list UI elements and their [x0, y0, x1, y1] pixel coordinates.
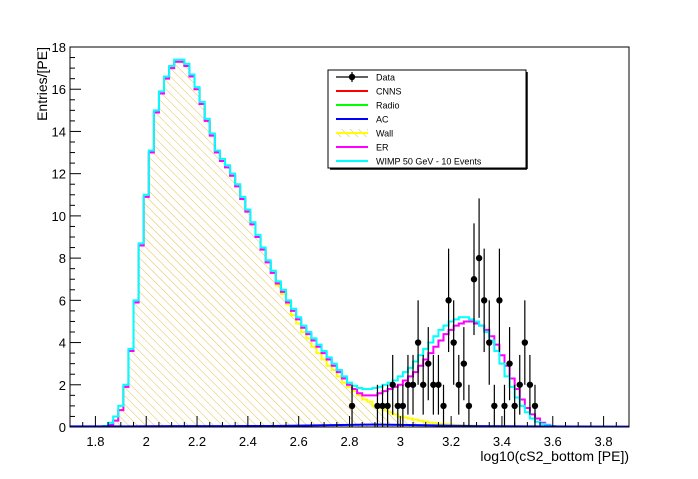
data-point	[460, 327, 468, 401]
x-tick-label: 2.6	[290, 434, 308, 449]
legend-label: WIMP 50 GeV - 10 Events	[376, 157, 482, 167]
legend: Data CNNS Radio AC Wall ER WIMP 50 GeV - 10 Ev…	[327, 69, 528, 170]
data-point	[435, 354, 442, 415]
y-tick-label: 16	[52, 82, 66, 97]
x-tick-label: 3.4	[493, 434, 511, 449]
data-point	[348, 384, 356, 427]
x-axis-label: log10(cS2_bottom [PE])	[480, 448, 629, 464]
legend-label: Data	[376, 73, 395, 83]
data-point	[486, 300, 493, 385]
y-tick-label: 6	[59, 293, 66, 308]
legend-label: AC	[376, 115, 389, 125]
legend-entry-wall: Wall	[336, 129, 393, 139]
data-point	[531, 384, 539, 427]
y-tick-label: 18	[52, 40, 66, 55]
x-tick-label: 2	[143, 434, 150, 449]
legend-entry-radio: Radio	[336, 101, 400, 111]
data-point	[506, 327, 513, 401]
legend-entry-ac: AC	[336, 115, 389, 125]
data-point	[404, 354, 412, 415]
data-point	[526, 354, 534, 415]
data-point	[465, 384, 473, 427]
legend-label: CNNS	[376, 87, 402, 97]
legend-label: ER	[376, 143, 389, 153]
y-axis-label: Entries/[PE]	[34, 47, 50, 121]
y-tick-label: 14	[52, 124, 66, 139]
x-tick-label: 3	[397, 434, 404, 449]
y-tick-label: 0	[59, 420, 66, 435]
y-tick-label: 12	[52, 167, 66, 182]
legend-entry-wimp-50-gev-10-events: WIMP 50 GeV - 10 Events	[336, 157, 482, 167]
data-point	[430, 354, 437, 415]
data-point	[414, 300, 422, 385]
x-tick-label: 3.6	[544, 434, 562, 449]
y-tick-label: 4	[59, 336, 66, 351]
data-point	[409, 354, 417, 415]
data-point	[501, 384, 508, 427]
y-tick-label: 10	[52, 209, 66, 224]
legend-label: Radio	[376, 101, 400, 111]
y-tick-label: 2	[59, 378, 66, 393]
data-point	[491, 384, 498, 427]
data-point	[399, 384, 407, 427]
x-tick-label: 3.2	[442, 434, 460, 449]
data-point	[440, 384, 447, 427]
data-point	[516, 354, 523, 415]
legend-entry-cnns: CNNS	[336, 87, 402, 97]
data-point	[496, 248, 503, 353]
data-point	[445, 248, 452, 353]
data-point	[480, 248, 488, 353]
data-point	[394, 384, 401, 427]
data-point	[450, 300, 457, 385]
data-point	[379, 384, 386, 427]
data-point	[425, 327, 432, 401]
data-point	[475, 198, 483, 318]
legend-label: Wall	[376, 129, 393, 139]
data-point	[389, 354, 396, 415]
x-tick-label: 2.4	[239, 434, 257, 449]
data-point	[521, 300, 529, 385]
x-tick-label: 2.8	[340, 434, 358, 449]
x-tick-label: 1.8	[86, 434, 104, 449]
legend-entry-data: Data	[336, 72, 395, 83]
data-point	[470, 223, 478, 336]
x-tick-label: 2.2	[188, 434, 206, 449]
data-point	[455, 354, 462, 415]
data-point	[511, 384, 518, 427]
data-point	[384, 384, 391, 427]
legend-entry-er: ER	[336, 143, 389, 153]
data-point	[419, 354, 427, 415]
series-wimp-50-gev-10-events	[102, 58, 576, 427]
data-point	[374, 384, 381, 427]
y-tick-label: 8	[59, 251, 66, 266]
x-tick-label: 3.8	[595, 434, 613, 449]
